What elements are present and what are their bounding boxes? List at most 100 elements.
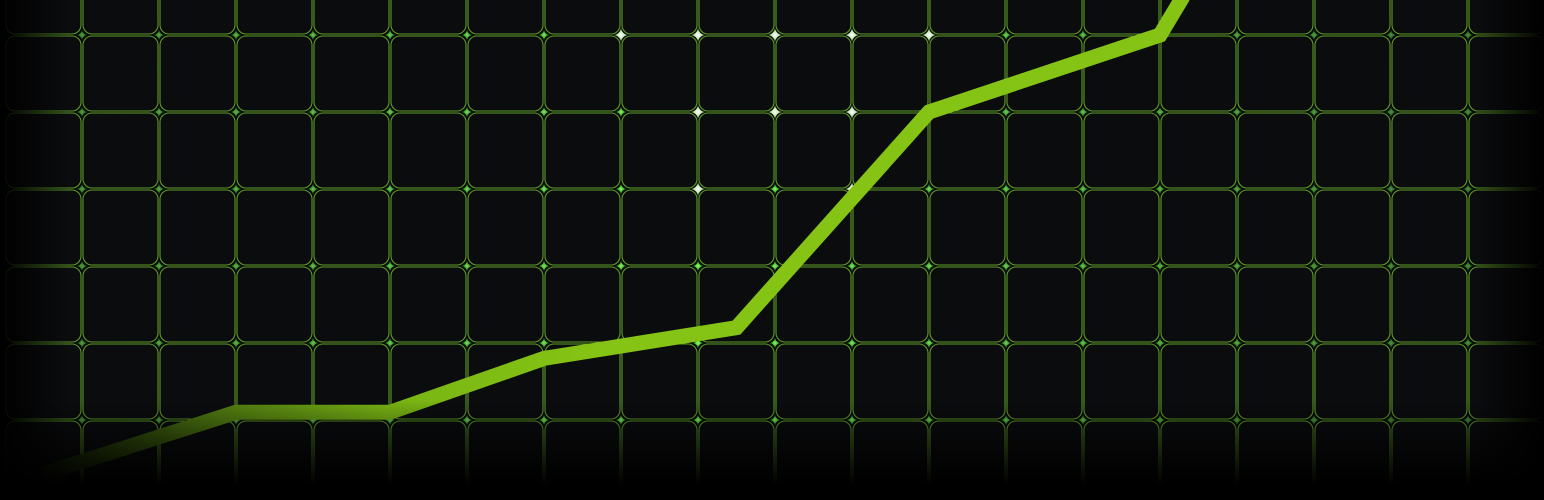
grid-tile [313, 420, 390, 497]
grid-tile [313, 266, 390, 343]
grid-tile [82, 343, 159, 420]
grid-tile [1314, 266, 1391, 343]
grid-tile [390, 420, 467, 497]
grid-tile [929, 420, 1006, 497]
grid-tile [1468, 343, 1544, 420]
grid-tile [621, 420, 698, 497]
grid-tile [5, 266, 82, 343]
grid-tile [852, 420, 929, 497]
grid-tile [5, 189, 82, 266]
grid-tile [775, 343, 852, 420]
grid-tile [5, 112, 82, 189]
grid-tile [1391, 266, 1468, 343]
grid-tile [698, 343, 775, 420]
grid-tile [1006, 343, 1083, 420]
grid-tile [236, 112, 313, 189]
grid-tile [159, 0, 236, 35]
grid-tile [621, 189, 698, 266]
grid-tile [5, 343, 82, 420]
grid-tile [621, 0, 698, 35]
grid-tile [1006, 420, 1083, 497]
grid-tile [467, 189, 544, 266]
grid-tile [1391, 0, 1468, 35]
grid-tile [236, 420, 313, 497]
grid-tile [313, 189, 390, 266]
grid-tile [1160, 420, 1237, 497]
grid-tile [390, 35, 467, 112]
grid-tile [1237, 266, 1314, 343]
grid-tile [929, 112, 1006, 189]
grid-tile [1083, 189, 1160, 266]
grid-tile [1237, 343, 1314, 420]
grid-tile [236, 0, 313, 35]
grid-tile [313, 0, 390, 35]
grid-tile [1314, 35, 1391, 112]
grid-tile [698, 189, 775, 266]
grid-tile [1083, 420, 1160, 497]
grid-tile [852, 189, 929, 266]
grid-tile [1468, 35, 1544, 112]
grid-tile [621, 112, 698, 189]
grid-tile [390, 0, 467, 35]
grid-tile [929, 0, 1006, 35]
grid-tile [82, 35, 159, 112]
grid-tile [1237, 112, 1314, 189]
grid-tile [1160, 35, 1237, 112]
grid-tile [544, 266, 621, 343]
grid-tile [775, 112, 852, 189]
grid-tile [1160, 112, 1237, 189]
grid-tile [1006, 189, 1083, 266]
grid-tile [1468, 189, 1544, 266]
grid-tile [1468, 112, 1544, 189]
grid-tile [159, 343, 236, 420]
grid-tile [5, 35, 82, 112]
grid-tile [852, 266, 929, 343]
grid-tile [544, 420, 621, 497]
grid-tile [929, 189, 1006, 266]
grid-tile [1237, 189, 1314, 266]
grid-tile [1314, 0, 1391, 35]
grid-tile [698, 0, 775, 35]
grid-tile [313, 112, 390, 189]
grid-tile [544, 35, 621, 112]
grid-tile [1160, 189, 1237, 266]
grid-tile [1083, 343, 1160, 420]
grid-tile [929, 343, 1006, 420]
grid-tile [1083, 0, 1160, 35]
grid-tile [1237, 35, 1314, 112]
grid-tile [467, 112, 544, 189]
grid-tile [390, 112, 467, 189]
grid-tile [467, 420, 544, 497]
grid-tile [852, 35, 929, 112]
grid-tile [1083, 266, 1160, 343]
grid-tile [621, 343, 698, 420]
grid-tile [82, 0, 159, 35]
grid-tile [1314, 112, 1391, 189]
grid-tile [1391, 112, 1468, 189]
grid-tile [1083, 112, 1160, 189]
grid-tile [1160, 266, 1237, 343]
grid-tile [467, 266, 544, 343]
grid-tile [236, 266, 313, 343]
grid-tile [698, 35, 775, 112]
grid-tile [698, 112, 775, 189]
grid-tile [621, 35, 698, 112]
grid-tile [775, 35, 852, 112]
grid-tile [1314, 343, 1391, 420]
grid-tile [544, 0, 621, 35]
grid-tile [1468, 266, 1544, 343]
grid-tile [82, 112, 159, 189]
grid-tile [544, 189, 621, 266]
grid-tile [236, 189, 313, 266]
grid-tile [1391, 343, 1468, 420]
grid-tile [236, 35, 313, 112]
grid-tile [390, 266, 467, 343]
grid-tile [390, 189, 467, 266]
grid-tile [1468, 420, 1544, 497]
grid-tile [159, 266, 236, 343]
grid-tile [1314, 189, 1391, 266]
grid-tile [467, 35, 544, 112]
grid-tile [698, 420, 775, 497]
